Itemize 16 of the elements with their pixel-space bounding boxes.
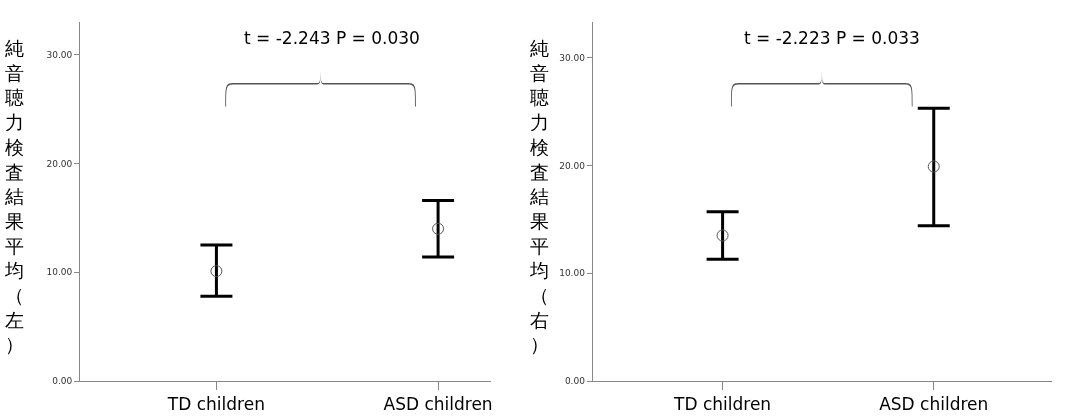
x-tick-label: TD children — [166, 394, 265, 415]
y-tick-label: 20.00 — [46, 158, 73, 169]
annotation: t = -2.243 P = 0.030 — [244, 28, 420, 48]
y-tick-label: 0.00 — [564, 376, 586, 387]
x-tick-label: ASD children — [879, 394, 989, 415]
y-tick-label: 10.00 — [559, 268, 586, 279]
y-tick-label: 0.00 — [52, 376, 73, 387]
x-tick-label: ASD children — [383, 394, 493, 415]
text: 純音聴力検査結果平均（右） — [530, 37, 549, 356]
y-tick-label: 30.00 — [46, 49, 73, 60]
annotation: t = -2.223 P = 0.033 — [744, 28, 920, 48]
y-tick-label: 20.00 — [559, 160, 586, 171]
y-tick-label: 10.00 — [46, 267, 73, 278]
y-tick-label: 30.00 — [559, 52, 586, 63]
x-tick-label: TD children — [673, 394, 772, 415]
text: 純音聴力検査結果平均（左） — [5, 37, 24, 356]
